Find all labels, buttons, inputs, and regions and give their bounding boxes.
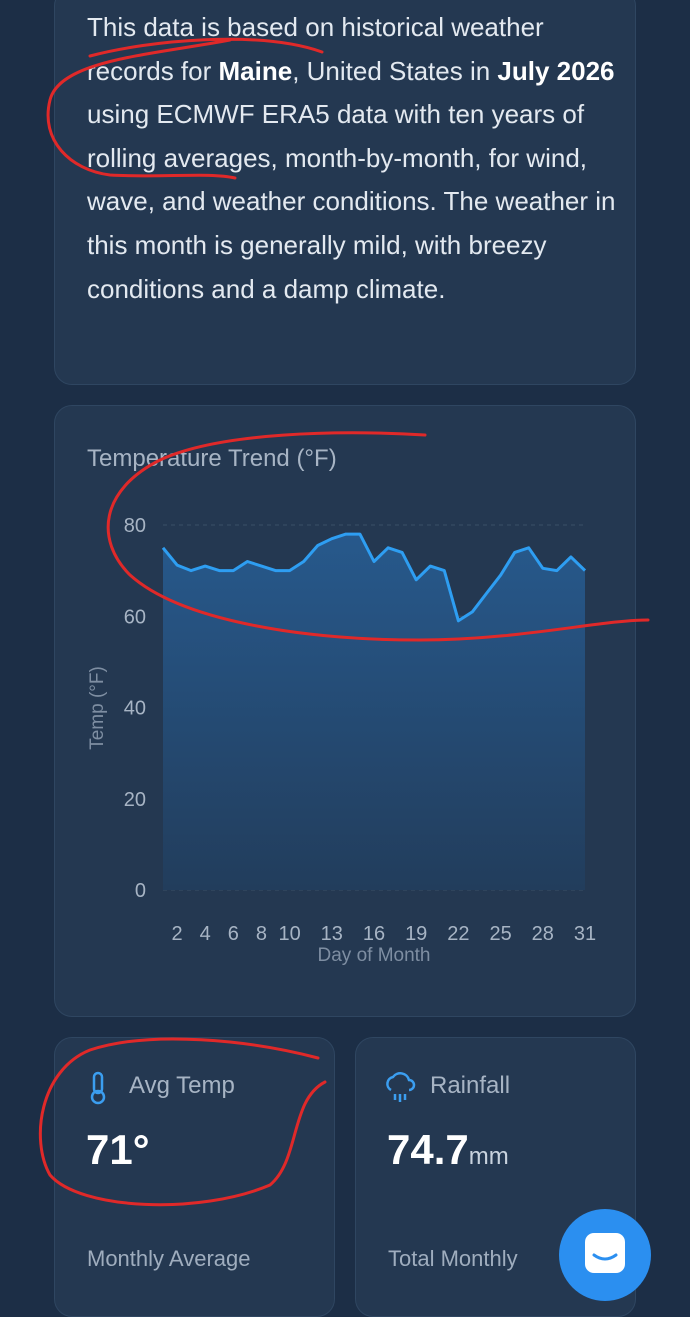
x-tick-label: 6 <box>228 923 239 945</box>
card-caption: Monthly Average <box>87 1246 251 1271</box>
bold-text: July 2026 <box>497 55 615 86</box>
x-tick-label: 22 <box>447 923 469 945</box>
x-tick-label: 8 <box>256 923 267 945</box>
thermometer-icon <box>90 1071 106 1105</box>
y-tick-label: 0 <box>135 880 146 902</box>
chart-title: Temperature Trend (°F) <box>87 445 337 472</box>
x-axis-label: Day of Month <box>318 945 431 966</box>
card-title: Rainfall <box>430 1072 511 1099</box>
x-tick-label: 25 <box>489 923 511 945</box>
card-value: 74.7mm <box>387 1126 509 1174</box>
x-tick-label: 2 <box>172 923 183 945</box>
x-tick-label: 28 <box>532 923 554 945</box>
value: 74.7 <box>387 1126 469 1173</box>
card-title: Avg Temp <box>129 1072 235 1099</box>
chat-button[interactable] <box>559 1209 651 1301</box>
x-tick-label: 13 <box>321 923 343 945</box>
y-tick-label: 40 <box>124 698 146 720</box>
y-tick-label: 60 <box>124 606 146 628</box>
x-tick-label: 16 <box>363 923 385 945</box>
card-value: 71° <box>86 1126 150 1173</box>
x-tick-label: 19 <box>405 923 427 945</box>
rain-icon <box>386 1072 416 1102</box>
chat-icon <box>585 1233 625 1273</box>
y-tick-label: 80 <box>124 515 146 537</box>
y-tick-label: 20 <box>124 789 146 811</box>
card-caption: Total Monthly <box>388 1246 518 1271</box>
y-axis-label: Temp (°F) <box>87 666 108 750</box>
area <box>163 534 585 890</box>
text: , United States in <box>292 55 498 86</box>
unit: mm <box>468 1143 509 1170</box>
x-tick-label: 31 <box>574 923 596 945</box>
x-tick-label: 4 <box>200 923 211 945</box>
x-tick-label: 10 <box>278 923 300 945</box>
